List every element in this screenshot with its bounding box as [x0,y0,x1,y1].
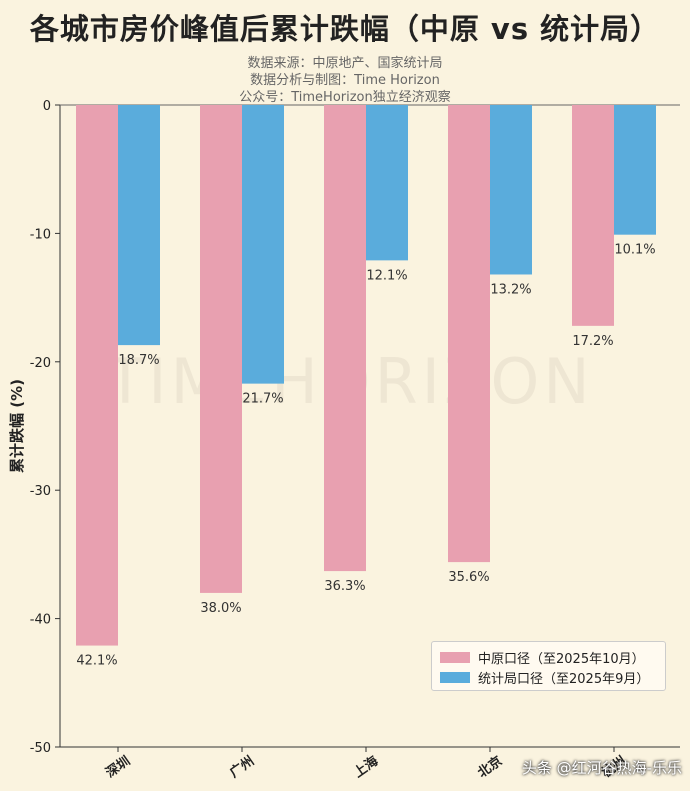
bar-value-label: 42.1% [76,654,117,669]
bar-value-label: 18.7% [118,353,159,368]
bar [324,105,366,572]
bar [572,105,614,326]
bar-value-label: 17.2% [572,334,613,349]
bar-value-label: 36.3% [324,579,365,594]
chart-title: 各城市房价峰值后累计跌幅（中原 vs 统计局） [29,12,661,46]
y-tick-label: -40 [30,613,51,628]
x-tick-label: 北京 [475,753,505,781]
x-tick-label: 深圳 [103,753,133,781]
y-tick-label: -30 [30,484,51,499]
legend-item-zhongyuan: 中原口径（至2025年10月） [440,648,645,667]
chart-data-labels: 42.1% 18.7% 38.0% 21.7% 36.3% 12.1% 35.6% 13.2%… [76,243,655,669]
bar [448,105,490,563]
bar [118,105,160,346]
bar-value-label: 38.0% [200,601,241,616]
y-tick-label: -20 [30,356,51,371]
legend-swatch-zhongyuan [440,651,470,663]
bar-value-label: 12.1% [366,268,407,283]
y-axis-label: 累计跌幅 (%) [8,379,26,473]
subtitle-author: 数据分析与制图：Time Horizon [250,73,440,88]
x-tick-label: 广州 [227,753,257,781]
bar-value-label: 35.6% [448,570,489,585]
bar [242,105,284,384]
bar [76,105,118,646]
bar [366,105,408,261]
y-tick-label: -50 [30,741,51,756]
bar [200,105,242,593]
bar [614,105,656,235]
legend: 中原口径（至2025年10月） 统计局口径（至2025年9月） [431,641,666,691]
bar-value-label: 21.7% [242,392,283,407]
legend-swatch-nbs [440,671,470,683]
subtitle-source: 数据来源：中原地产、国家统计局 [247,56,443,71]
y-tick-label: 0 [43,99,51,114]
bar-value-label: 10.1% [614,243,655,258]
chart-bars [76,105,656,646]
y-tick-label: -10 [30,227,51,242]
subtitle-account: 公众号：TimeHorizon独立经济观察 [239,90,451,105]
legend-label-zhongyuan: 中原口径（至2025年10月） [478,651,645,667]
credit-text: 头条 @红河谷热海-乐乐 [521,759,682,777]
legend-item-nbs: 统计局口径（至2025年9月） [440,668,650,687]
x-tick-label: 上海 [351,753,381,781]
bar-value-label: 13.2% [490,282,531,297]
legend-label-nbs: 统计局口径（至2025年9月） [478,671,650,687]
bar [490,105,532,275]
